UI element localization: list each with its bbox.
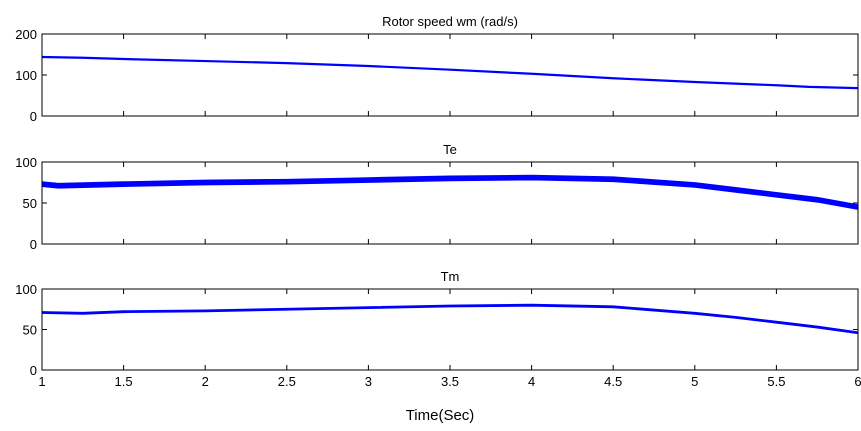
x-tick-label-3-10: 5.5 bbox=[767, 374, 785, 389]
y-tick-label-2-3: 100 bbox=[15, 155, 37, 170]
x-tick-label-3-6: 3.5 bbox=[441, 374, 459, 389]
x-tick-label-3-1: 1 bbox=[38, 374, 45, 389]
x-tick-label-3-11: 6 bbox=[854, 374, 861, 389]
plot-area-3 bbox=[41, 288, 859, 371]
x-tick-label-3-3: 2 bbox=[202, 374, 209, 389]
plot-area-1 bbox=[41, 33, 859, 117]
x-tick-label-3-9: 5 bbox=[691, 374, 698, 389]
y-tick-label-2-2: 50 bbox=[23, 196, 37, 211]
y-tick-label-2-1: 0 bbox=[30, 237, 37, 252]
y-tick-label-3-3: 100 bbox=[15, 282, 37, 297]
subplot-3: 1 1.5 2 2.5 3 3.5 4 4.5 5 5.5 6 0 50 100 Tm bbox=[15, 269, 861, 389]
x-tick-label-3-8: 4.5 bbox=[604, 374, 622, 389]
y-tick-label-3-2: 50 bbox=[23, 323, 37, 338]
y-tick-label-1-3: 200 bbox=[15, 27, 37, 42]
y-tick-label-1-2: 100 bbox=[15, 68, 37, 83]
subplot-title-3: Tm bbox=[441, 269, 460, 284]
subplot-title-2: Te bbox=[443, 142, 457, 157]
x-tick-label-3-4: 2.5 bbox=[278, 374, 296, 389]
x-tick-label-3-5: 3 bbox=[365, 374, 372, 389]
y-tick-label-1-1: 0 bbox=[30, 109, 37, 124]
series-line-2-1 bbox=[42, 174, 858, 210]
subplot-2: 0 50 100 Te bbox=[15, 142, 859, 252]
plot-area-2 bbox=[41, 161, 859, 245]
series-line-1-1 bbox=[42, 55, 858, 90]
subplot-title-1: Rotor speed wm (rad/s) bbox=[382, 14, 518, 29]
y-tick-label-3-1: 0 bbox=[30, 363, 37, 378]
series-line-3-1 bbox=[42, 303, 858, 335]
x-tick-label-3-7: 4 bbox=[528, 374, 535, 389]
subplot-1: 0 100 200 Rotor speed wm (rad/s) bbox=[15, 14, 859, 124]
x-axis-label: Time(Sec) bbox=[406, 407, 475, 424]
x-tick-label-3-2: 1.5 bbox=[115, 374, 133, 389]
